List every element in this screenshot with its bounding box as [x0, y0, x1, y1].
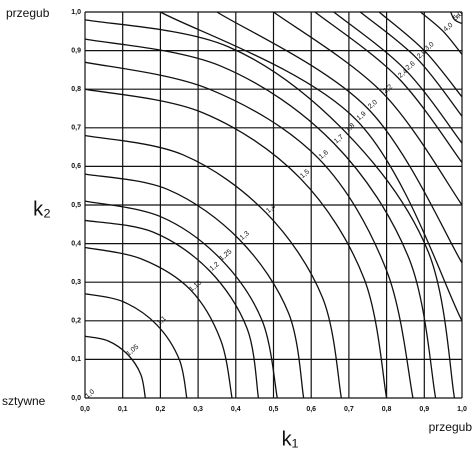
y-tick-label: 0,8 [71, 86, 81, 93]
annotation: przegub [6, 6, 50, 20]
contour-label: 2,6 [405, 60, 417, 72]
x-tick-label: 0,7 [344, 406, 354, 413]
contour-label: 1,15 [188, 279, 203, 293]
y-tick-label: 0,6 [71, 163, 81, 170]
contour-label: 1,1 [156, 315, 168, 327]
contour-label: 1,7 [333, 134, 345, 146]
y-tick-label: 1,0 [71, 9, 81, 16]
contour-label: 2,0 [367, 99, 379, 111]
contour-line [450, 11, 463, 25]
x-tick-label: 0,8 [382, 406, 392, 413]
contour-line [160, 11, 463, 322]
y-tick-label: 0,3 [71, 279, 81, 286]
x-tick-label: 0,5 [269, 406, 279, 413]
contour-line [84, 38, 437, 399]
x-tick-label: 0,4 [231, 406, 241, 413]
contour-line [84, 134, 342, 399]
contour-label: 1,05 [125, 344, 140, 358]
contour-line [84, 219, 260, 399]
y-tick-label: 0,0 [71, 395, 81, 402]
y-axis-label: k₂ [33, 198, 51, 220]
y-tick-label: 0,9 [71, 47, 81, 54]
contour-label: 2,8 [416, 49, 428, 61]
x-tick-label: 0,1 [118, 406, 128, 413]
y-tick-label: 0,2 [71, 318, 81, 325]
contour-label: 2,2 [382, 83, 394, 95]
x-tick-label: 0,2 [156, 406, 166, 413]
y-tick-label: 0,4 [71, 240, 81, 247]
contour-line [216, 11, 463, 264]
contour-line [378, 11, 463, 98]
contour-line [84, 293, 188, 399]
contour-label: 3,0 [424, 41, 436, 53]
contour-line [84, 61, 414, 399]
contour-label: 1,0 [84, 388, 96, 400]
y-tick-label: 0,5 [71, 202, 81, 209]
contour-line [84, 19, 456, 399]
contour-line [84, 335, 146, 399]
contour-label: 1,3 [239, 230, 251, 242]
contour-label: 1,8 [344, 122, 356, 134]
contour-line [84, 173, 305, 399]
contour-label: 2,4 [397, 68, 409, 80]
y-tick-label: 0,1 [71, 356, 81, 363]
contour-label: ∞ [454, 12, 462, 21]
contour-line [333, 11, 463, 144]
contour-line [84, 246, 233, 399]
contour-label: 5,0 [452, 10, 464, 22]
y-tick-label: 0,7 [71, 125, 81, 132]
x-tick-label: 1,0 [457, 406, 467, 413]
contour-line [84, 88, 388, 399]
contour-label: 1,2 [209, 261, 221, 273]
x-tick-label: 0,0 [80, 406, 90, 413]
contour-line [359, 11, 463, 117]
contour-line [420, 11, 463, 55]
x-tick-label: 0,9 [419, 406, 429, 413]
x-axis-label: k₁ [282, 428, 299, 450]
contour-label: 1,6 [318, 149, 330, 161]
x-tick-label: 0,3 [193, 406, 203, 413]
annotation: sztywne [2, 394, 46, 408]
contour-line [273, 11, 463, 206]
contour-line [314, 11, 463, 163]
x-tick-label: 0,6 [306, 406, 316, 413]
contour-label: 4,0 [442, 22, 454, 34]
contour-label: 1,9 [356, 110, 368, 122]
annotation: przegub [429, 420, 473, 434]
contour-label: 1,25 [218, 248, 233, 262]
contour-line [84, 200, 278, 399]
contour-label: 1,4 [265, 203, 277, 215]
contour-label: 1,5 [299, 168, 311, 180]
